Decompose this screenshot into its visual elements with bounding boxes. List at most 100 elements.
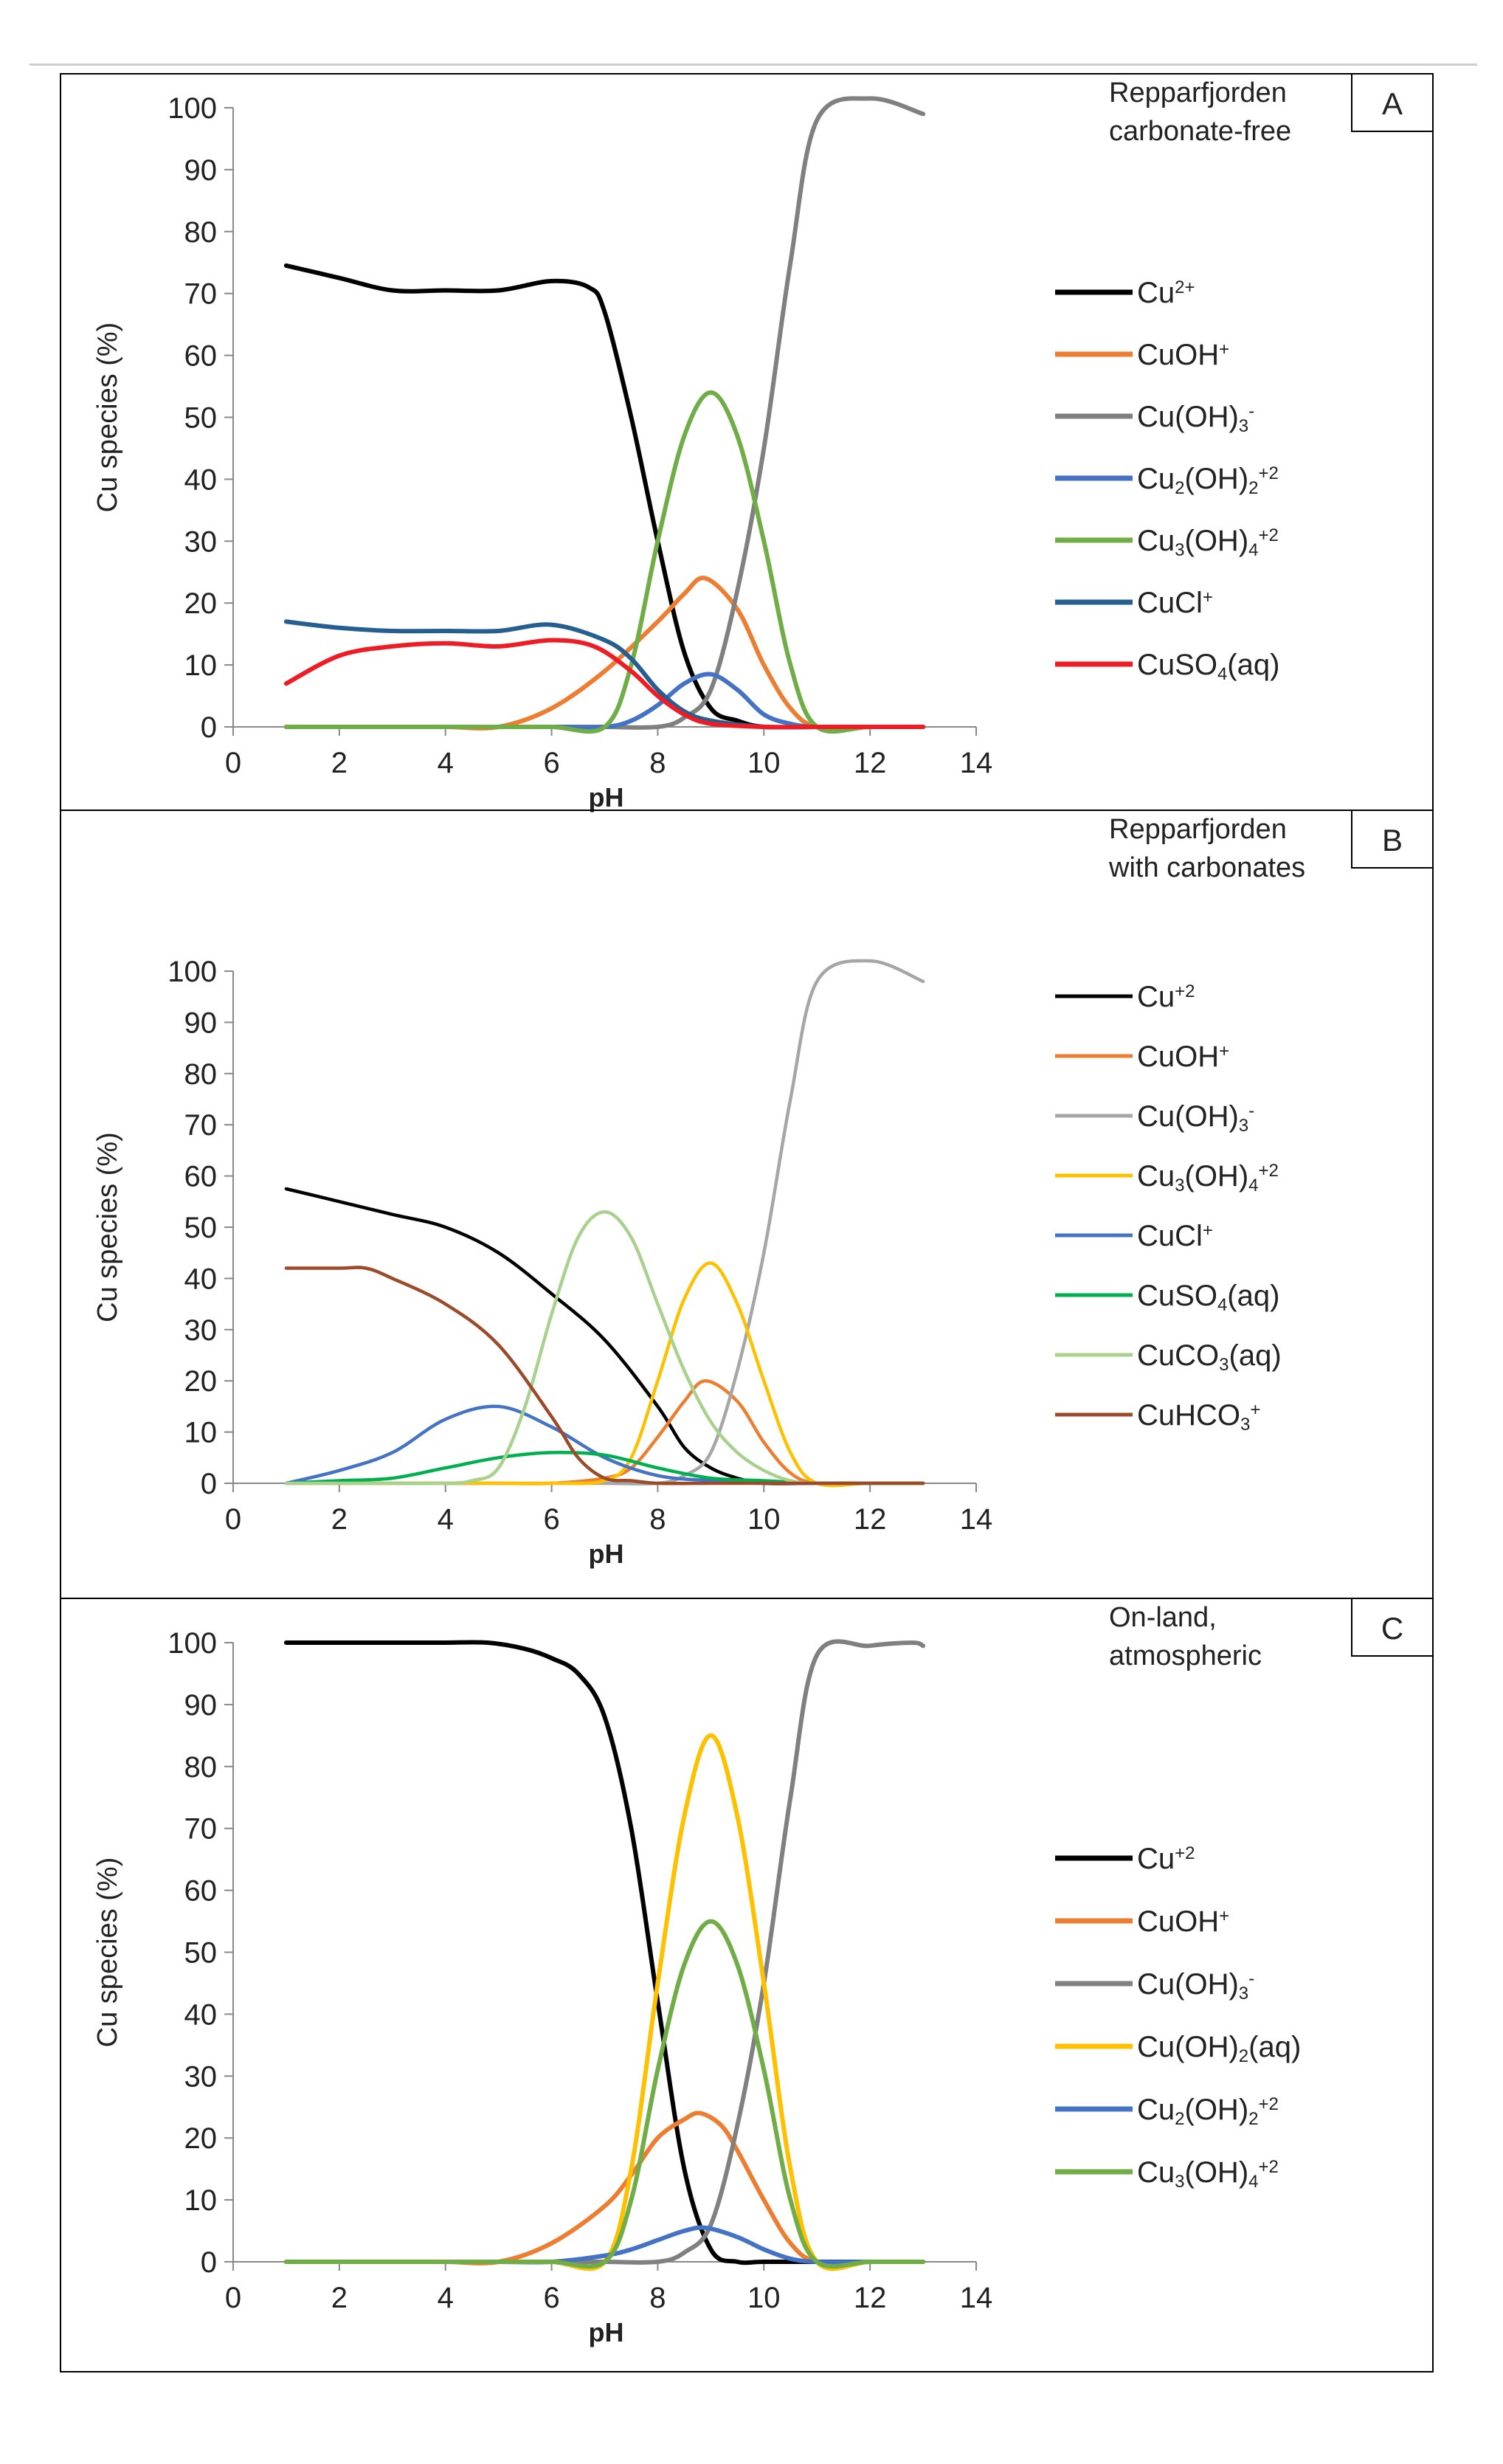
x-axis-label: pH [589,1539,624,1569]
legend-label-part: (aq) [1248,2031,1301,2063]
legend-label-part: CuCl [1137,1220,1203,1252]
y-tick-label: 90 [184,1689,218,1722]
legend-label-part: 2 [1175,2109,1184,2129]
legend-label: Cu(OH)2(aq) [1137,2031,1301,2066]
y-tick-label: 90 [184,154,218,187]
legend-label-part: Cu [1137,1160,1175,1193]
legend-label-part: Cu(OH) [1137,2031,1239,2063]
legend-item-cu-oh-3: Cu(OH)3- [1055,1100,1254,1136]
y-tick-label: 50 [184,402,218,435]
legend-label: CuOH+ [1137,339,1229,371]
y-tick-label: 70 [184,1813,218,1846]
panel-letter: C [1381,1611,1403,1646]
y-tick-label: 30 [184,525,218,558]
legend-label-part: + [1219,1906,1229,1926]
legend-item-cu2-oh-2-2: Cu2(OH)2+2 [1055,463,1279,498]
legend-label-part: Cu [1137,2094,1175,2126]
legend-label: CuSO4(aq) [1137,649,1279,684]
legend-item-cu3-oh-4-2: Cu3(OH)4+2 [1055,2156,1279,2192]
legend-item-cuoh: CuOH+ [1055,1905,1229,1938]
x-tick-label: 10 [747,1503,781,1536]
x-axis-label: pH [589,2317,624,2347]
legend-label-part: 3 [1239,1116,1248,1136]
legend-label-part: CuCO [1137,1339,1219,1372]
y-tick-label: 0 [201,1468,217,1500]
x-tick-label: 4 [438,1503,454,1536]
legend-item-cu3-oh-4-2: Cu3(OH)4+2 [1055,1160,1279,1195]
legend-label-part: (OH) [1185,2094,1249,2126]
legend-label-part: CuHCO [1137,1399,1240,1432]
legend-label-part: (aq) [1227,1280,1279,1312]
panel-title-line: carbonate-free [1109,116,1291,147]
panel-title-line: On-land, [1109,1602,1217,1633]
legend-label: CuCl+ [1137,587,1213,619]
legend-label-part: 3 [1175,540,1184,560]
legend-item-cuhco3: CuHCO3+ [1055,1399,1260,1435]
legend-item-cu-2: Cu+2 [1055,1843,1195,1875]
legend-label-part: 2+ [1175,277,1195,297]
legend-label-part: Cu [1137,277,1175,309]
legend-label-part: 4 [1217,664,1227,684]
legend-item-cu2: Cu2+ [1055,277,1195,309]
panel-letter-box [1351,73,1434,132]
legend-item-cu-2: Cu+2 [1055,981,1195,1013]
panel-title-line: Repparfjorden [1109,77,1287,108]
legend-label-part: +2 [1259,2094,1279,2114]
x-tick-label: 0 [225,2282,241,2314]
series-line-cu3-oh-4-2 [283,1919,926,2269]
series-line-cu2-oh-2-2 [283,2225,926,2265]
panel-letter-box [1351,1598,1434,1657]
y-tick-label: 40 [184,463,218,496]
legend-label: CuSO4(aq) [1137,1280,1279,1315]
legend-label-part: (OH) [1185,525,1249,557]
legend-label-part: 2 [1239,2046,1248,2066]
legend-label: Cu2(OH)2+2 [1137,2094,1279,2129]
legend-label: CuCl+ [1137,1220,1213,1252]
y-tick-label: 30 [184,1314,218,1347]
y-tick-label: 80 [184,216,218,249]
x-tick-label: 8 [649,1503,666,1536]
panel-letter-box [1351,810,1434,869]
legend-label: Cu(OH)3- [1137,401,1254,436]
legend-label-part: +2 [1259,1161,1279,1181]
legend-label-part: 3 [1240,1415,1250,1435]
series-line-cu-2 [284,1187,925,1485]
legend-label-part: (aq) [1229,1339,1282,1372]
legend-label-part: (OH) [1185,463,1249,495]
series-line-cu-oh-2-aq [283,1733,926,2271]
legend-label: Cu2(OH)2+2 [1137,463,1279,498]
y-axis-label: Cu species (%) [92,1857,123,2048]
y-tick-label: 50 [184,1212,218,1244]
legend-label-part: 4 [1248,540,1258,560]
legend-label: Cu+2 [1137,1843,1195,1875]
legend-item-cucl: CuCl+ [1055,587,1213,619]
y-tick-label: 60 [184,1161,218,1193]
legend-label-part: CuSO [1137,1280,1217,1312]
x-tick-label: 6 [543,2282,559,2314]
legend-label-part: + [1203,587,1213,607]
legend-label-part: CuOH [1137,339,1219,371]
y-tick-label: 60 [184,340,218,373]
legend-label-part: Cu [1137,463,1175,495]
panel-title-line: Repparfjorden [1109,814,1287,845]
x-tick-label: 2 [331,2282,348,2314]
legend-item-cucl: CuCl+ [1055,1220,1213,1252]
panel-letter: B [1382,823,1403,857]
series-line-cu2-oh-2-2 [283,672,926,730]
x-tick-label: 10 [747,2282,781,2314]
series-line-cu-oh-3 [284,959,925,1486]
series-line-cu-2 [283,1640,926,2265]
x-tick-label: 2 [331,747,348,779]
series-line-cucl [283,619,926,730]
legend-label: Cu(OH)3- [1137,1100,1254,1136]
x-tick-label: 10 [747,747,781,779]
legend-label-part: Cu [1137,2156,1175,2189]
legend-label: CuHCO3+ [1137,1399,1260,1435]
legend-label-part: 4 [1217,1295,1227,1315]
legend-label-part: - [1248,401,1254,421]
legend-label-part: - [1248,1101,1254,1121]
y-tick-label: 40 [184,1998,218,2031]
legend-label-part: Cu(OH) [1137,1968,1239,2001]
legend-label-part: 3 [1239,416,1248,436]
